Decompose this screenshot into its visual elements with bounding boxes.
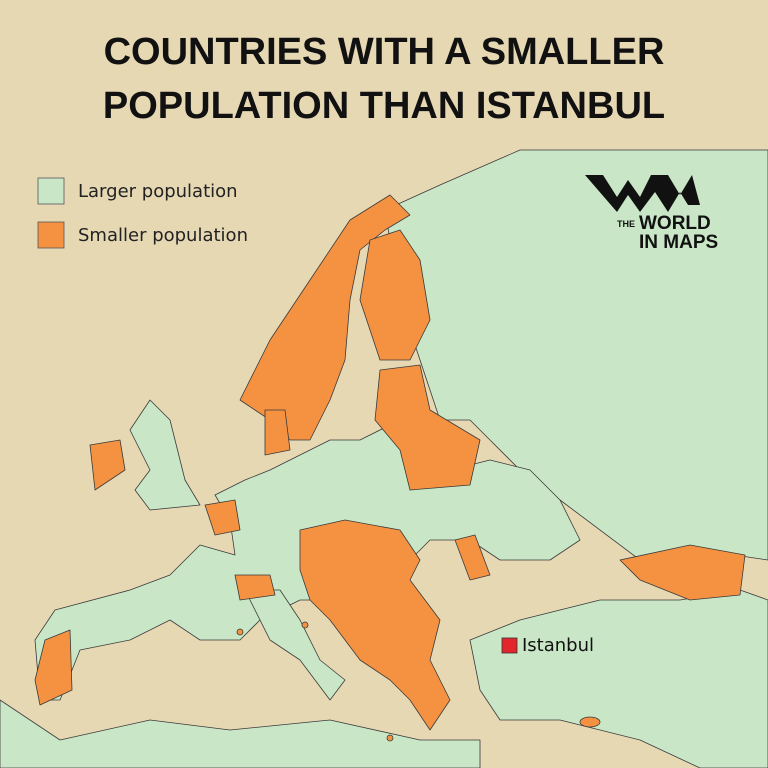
monaco [236,628,244,636]
benelux [204,499,241,536]
ireland [89,439,126,491]
italy [244,589,346,701]
istanbul-marker [501,637,518,654]
logo: THE WORLD IN MAPS [585,175,718,253]
logo-text: WORLD [639,213,711,234]
legend-label: Larger population [78,181,238,202]
title-line: COUNTRIES WITH A SMALLER [104,31,665,73]
cyprus [579,716,601,728]
finland [359,229,431,361]
portugal [34,629,73,706]
marker-label: Istanbul [522,635,594,656]
legend-label: Smaller population [78,225,248,246]
legend-swatch [37,177,65,205]
map [0,149,768,768]
logo-mark [585,175,700,212]
africa [0,699,481,768]
title-line: POPULATION THAN ISTANBUL [103,85,665,127]
legend-swatch [37,221,65,249]
turkey [469,589,768,768]
moldova [454,534,491,581]
norway-sweden [239,194,411,441]
caucasus [619,544,746,601]
logo-text: IN MAPS [639,232,718,253]
denmark [264,409,291,456]
baltics-belarus [374,364,481,491]
central-balkans [299,519,451,731]
malta [386,734,394,742]
switzerland [234,574,276,601]
logo-text: THE [617,219,635,229]
san-marino [301,621,309,629]
britain [129,399,201,511]
